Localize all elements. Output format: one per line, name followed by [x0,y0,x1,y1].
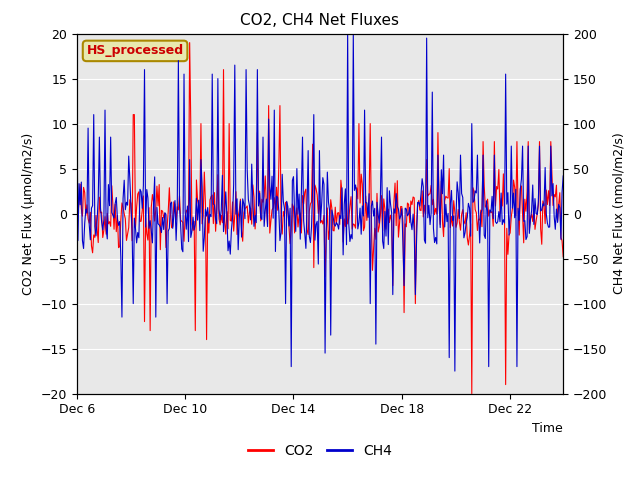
Legend: CO2, CH4: CO2, CH4 [243,438,397,464]
Y-axis label: CH4 Net Flux (nmol/m2/s): CH4 Net Flux (nmol/m2/s) [613,133,626,294]
Text: HS_processed: HS_processed [86,44,184,58]
Title: CO2, CH4 Net Fluxes: CO2, CH4 Net Fluxes [241,13,399,28]
Y-axis label: CO2 Net Flux (μmol/m2/s): CO2 Net Flux (μmol/m2/s) [22,132,35,295]
Text: Time: Time [532,422,563,435]
